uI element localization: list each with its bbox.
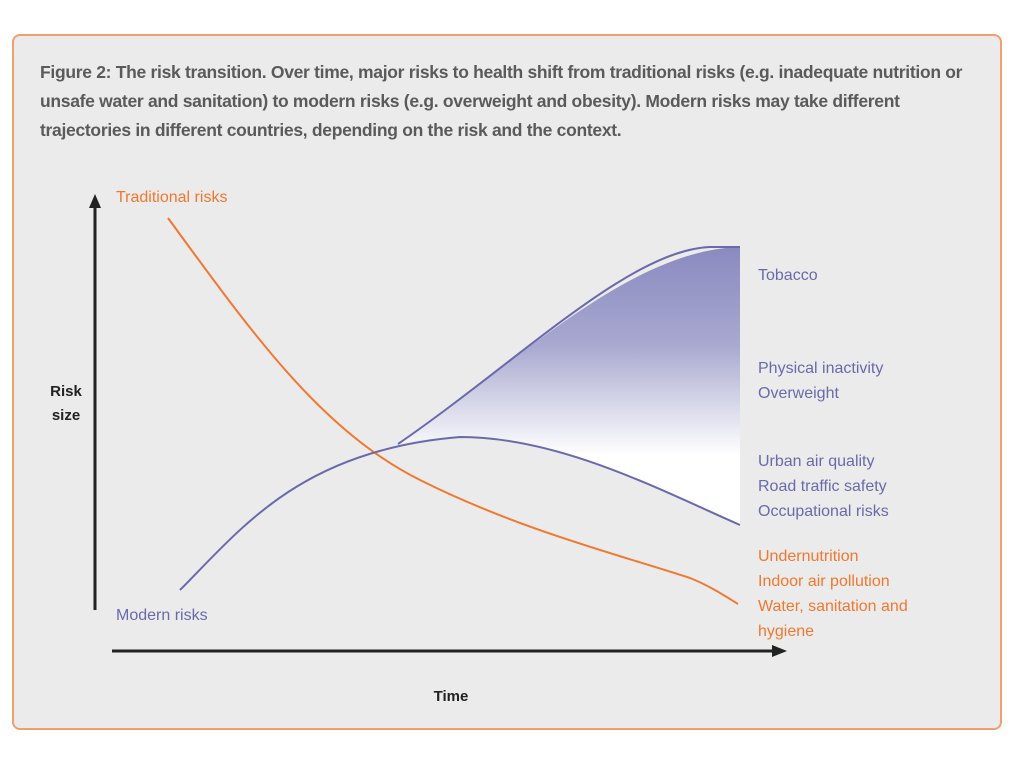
y-axis-label-line1: Risk	[50, 383, 82, 400]
x-axis-label: Time	[434, 688, 469, 705]
label-physical-inactivity: Physical inactivity	[758, 360, 883, 377]
modern-risks-lower-curve	[179, 435, 741, 591]
label-water-sanitation-line2: hygiene	[758, 623, 814, 640]
modern-risks-upper-curve	[397, 246, 740, 445]
figure-caption: Figure 2: The risk transition. Over time…	[40, 62, 963, 140]
traditional-risks-label: Traditional risks	[116, 189, 227, 206]
traditional-risks-curve	[167, 217, 739, 605]
y-axis-arrowhead	[89, 194, 101, 208]
y-axis-label-line2: size	[52, 407, 80, 424]
label-urban-air-quality: Urban air quality	[758, 453, 875, 470]
label-overweight: Overweight	[758, 385, 839, 402]
label-indoor-air-pollution: Indoor air pollution	[758, 573, 890, 590]
modern-risks-fan-area	[398, 247, 740, 525]
x-axis-arrowhead	[772, 645, 787, 657]
label-water-sanitation-line1: Water, sanitation and	[758, 598, 908, 615]
label-tobacco: Tobacco	[758, 267, 818, 284]
label-undernutrition: Undernutrition	[758, 548, 859, 565]
modern-risks-label: Modern risks	[116, 607, 208, 624]
label-occupational-risks: Occupational risks	[758, 503, 889, 520]
label-road-traffic-safety: Road traffic safety	[758, 478, 887, 495]
